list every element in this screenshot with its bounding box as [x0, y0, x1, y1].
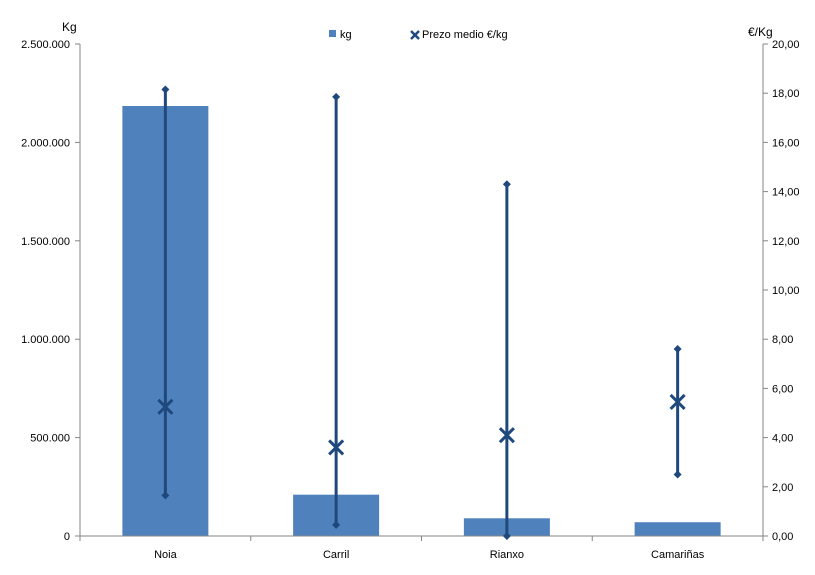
left-tick-label: 0 [64, 531, 70, 543]
right-tick-label: 6,00 [772, 383, 793, 395]
bar-3 [634, 522, 721, 536]
price-mean-marker [328, 439, 345, 456]
price-mean-marker [498, 427, 515, 444]
price-mean-marker [157, 398, 174, 415]
price-high-marker [161, 85, 170, 94]
right-tick-label: 18,00 [772, 88, 800, 100]
right-tick-label: 10,00 [772, 285, 800, 297]
left-tick-label: 2.000.000 [21, 137, 70, 149]
right-tick-label: 4,00 [772, 433, 793, 445]
category-label: Rianxo [490, 549, 524, 561]
left-axis-label: Kg [62, 20, 77, 34]
category-label: Camariñas [651, 549, 705, 561]
right-tick-label: 16,00 [772, 137, 800, 149]
right-tick-label: 0,00 [772, 531, 793, 543]
right-tick-label: 8,00 [772, 334, 793, 346]
left-tick-label: 1.000.000 [21, 334, 70, 346]
legend-label-kg: kg [340, 29, 352, 41]
price-low-marker [332, 520, 341, 529]
left-tick-label: 1.500.000 [21, 236, 70, 248]
axes [75, 43, 768, 541]
price-low-marker [502, 532, 511, 540]
price-low-marker [673, 470, 682, 479]
price-low-marker [161, 491, 170, 500]
price-mean-marker [669, 393, 686, 410]
bars [122, 105, 721, 536]
right-tick-label: 14,00 [772, 187, 800, 199]
legend: kg Prezo medio €/kg [329, 29, 508, 41]
price-high-marker [673, 345, 682, 354]
price-high-marker [502, 180, 511, 189]
right-axis-label: €/Kg [748, 25, 773, 39]
tick-labels: 0 500.000 1.000.000 1.500.000 2.000.000 2.500… [21, 39, 799, 561]
legend-marker-price [410, 30, 420, 40]
right-tick-label: 12,00 [772, 236, 800, 248]
legend-label-price: Prezo medio €/kg [422, 29, 508, 41]
left-tick-label: 500.000 [30, 433, 70, 445]
category-label: Noia [154, 549, 178, 561]
price-high-marker [332, 92, 341, 101]
legend-swatch-kg [329, 30, 336, 37]
price-ranges [157, 85, 686, 540]
right-tick-label: 20,00 [772, 39, 800, 51]
right-tick-label: 2,00 [772, 482, 793, 494]
left-tick-label: 2.500.000 [21, 39, 70, 51]
category-label: Carril [323, 549, 349, 561]
